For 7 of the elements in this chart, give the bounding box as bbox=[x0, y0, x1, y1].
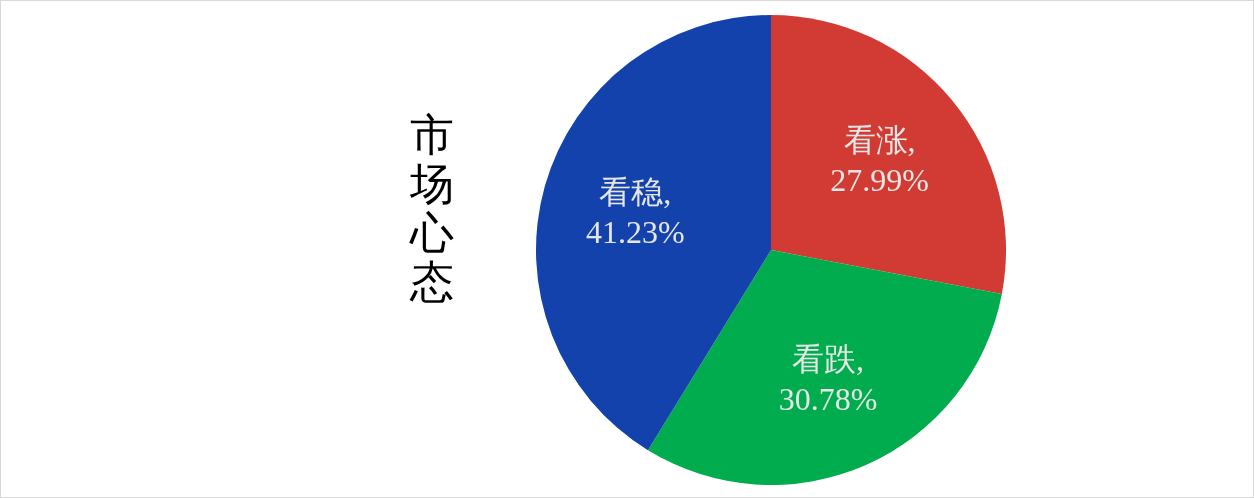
pie-slice bbox=[536, 15, 771, 451]
slice-label: 看跌,30.78% bbox=[778, 340, 878, 417]
pie-slice bbox=[647, 250, 1002, 485]
slice-label: 看稳,41.23% bbox=[585, 173, 685, 250]
pie-slice bbox=[771, 15, 1006, 294]
text: 市场心态 bbox=[409, 111, 454, 307]
slice-label: 看涨,27.99% bbox=[830, 122, 929, 199]
